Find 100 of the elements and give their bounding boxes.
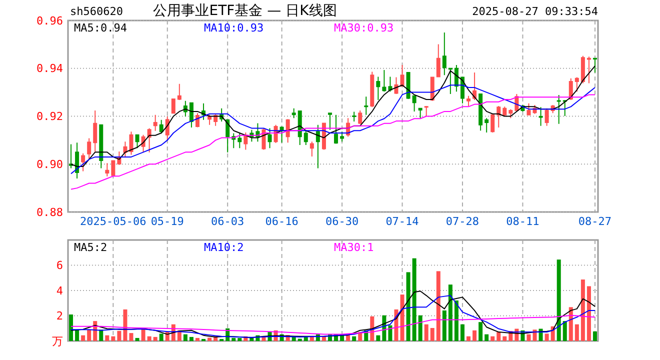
candlestick [238,132,242,149]
candlestick [111,160,116,176]
bar [580,280,585,341]
candlestick [586,56,591,84]
candlestick [147,128,152,153]
candlestick [484,118,489,134]
bar [466,336,471,341]
bar [208,338,212,341]
bar [412,258,416,341]
candlestick [418,108,422,119]
y-tick-label: 6 [56,259,63,272]
bar [87,330,92,341]
y-tick-label: 0.88 [36,206,63,219]
text: MA10:2 [204,241,244,254]
y-tick-label: 万 [52,334,63,348]
x-tick-label: 07-14 [386,215,420,228]
bar [129,333,134,341]
y-tick-label: 0.90 [36,158,63,171]
line-series [70,94,596,190]
candlestick [105,162,110,177]
candlestick [316,124,320,169]
bar [562,321,567,341]
bar [436,271,440,341]
bar [135,338,140,341]
bar [183,334,188,341]
candlestick [508,108,513,119]
bar [418,315,422,341]
line-series [70,65,596,168]
candlestick [370,71,374,108]
x-tick-label: 08-11 [506,215,540,228]
candlestick [189,102,194,128]
candlestick [526,102,531,116]
candlestick [340,131,344,142]
candlestick [592,58,597,74]
bar [478,322,483,341]
bar [472,330,477,341]
candlestick [171,98,176,114]
candlestick [177,83,182,100]
candlestick [322,122,326,150]
candlestick [81,152,86,172]
bar [189,336,194,341]
bar [105,335,110,341]
candlestick [478,93,483,132]
candlestick [226,119,230,153]
candlestick [292,108,296,119]
bar [69,314,74,341]
bar [454,300,458,341]
bar [153,336,158,341]
bar [586,286,591,341]
candlestick [472,72,477,100]
candlestick [69,144,74,169]
text: 2025-08-27 09:33:54 [472,5,598,18]
candlestick [382,70,386,92]
x-tick-label: 07-28 [446,215,480,228]
candlestick [568,78,573,100]
text: MA5:0.94 [74,22,128,34]
bar [147,336,152,341]
candlestick [448,68,452,94]
candlestick [442,32,446,76]
bar [526,334,531,341]
x-tick-label: 2025-05-06 [80,215,146,228]
bar [81,335,86,341]
candlestick [159,119,164,134]
bar [502,336,507,341]
text: MA5:2 [74,241,108,254]
bar [388,325,392,341]
candlestick [352,111,356,122]
bar [232,338,236,341]
candlestick [304,129,308,146]
candlestick [388,76,392,92]
bar [123,309,128,341]
bar [574,324,579,341]
text: MA30:0.93 [334,22,394,34]
bar [400,294,404,341]
bar [484,334,489,341]
candlestick [364,96,368,116]
candlestick [328,112,332,130]
candlestick [123,141,128,157]
bar [592,331,597,341]
candlestick [358,110,362,125]
bar [556,260,561,341]
candlestick [400,64,404,88]
chart-subtitle: sh560620 [70,5,123,18]
bar [406,272,410,341]
bar [460,324,464,341]
y-tick-label: 4 [56,284,64,298]
candlestick [268,128,272,149]
bar [442,310,446,341]
candlestick [93,110,98,152]
x-tick-label: 05-19 [150,215,184,228]
candlestick [580,55,585,84]
candlestick [75,142,80,179]
candlestick [412,95,416,112]
candlestick [502,106,507,117]
chart-title: 公用事业ETF基金 — 日K线图 [153,3,337,19]
candlestick [135,134,140,149]
bar [141,329,146,341]
candlestick [208,114,212,126]
candlestick [490,114,495,134]
x-tick-label: 08-27 [578,215,612,228]
